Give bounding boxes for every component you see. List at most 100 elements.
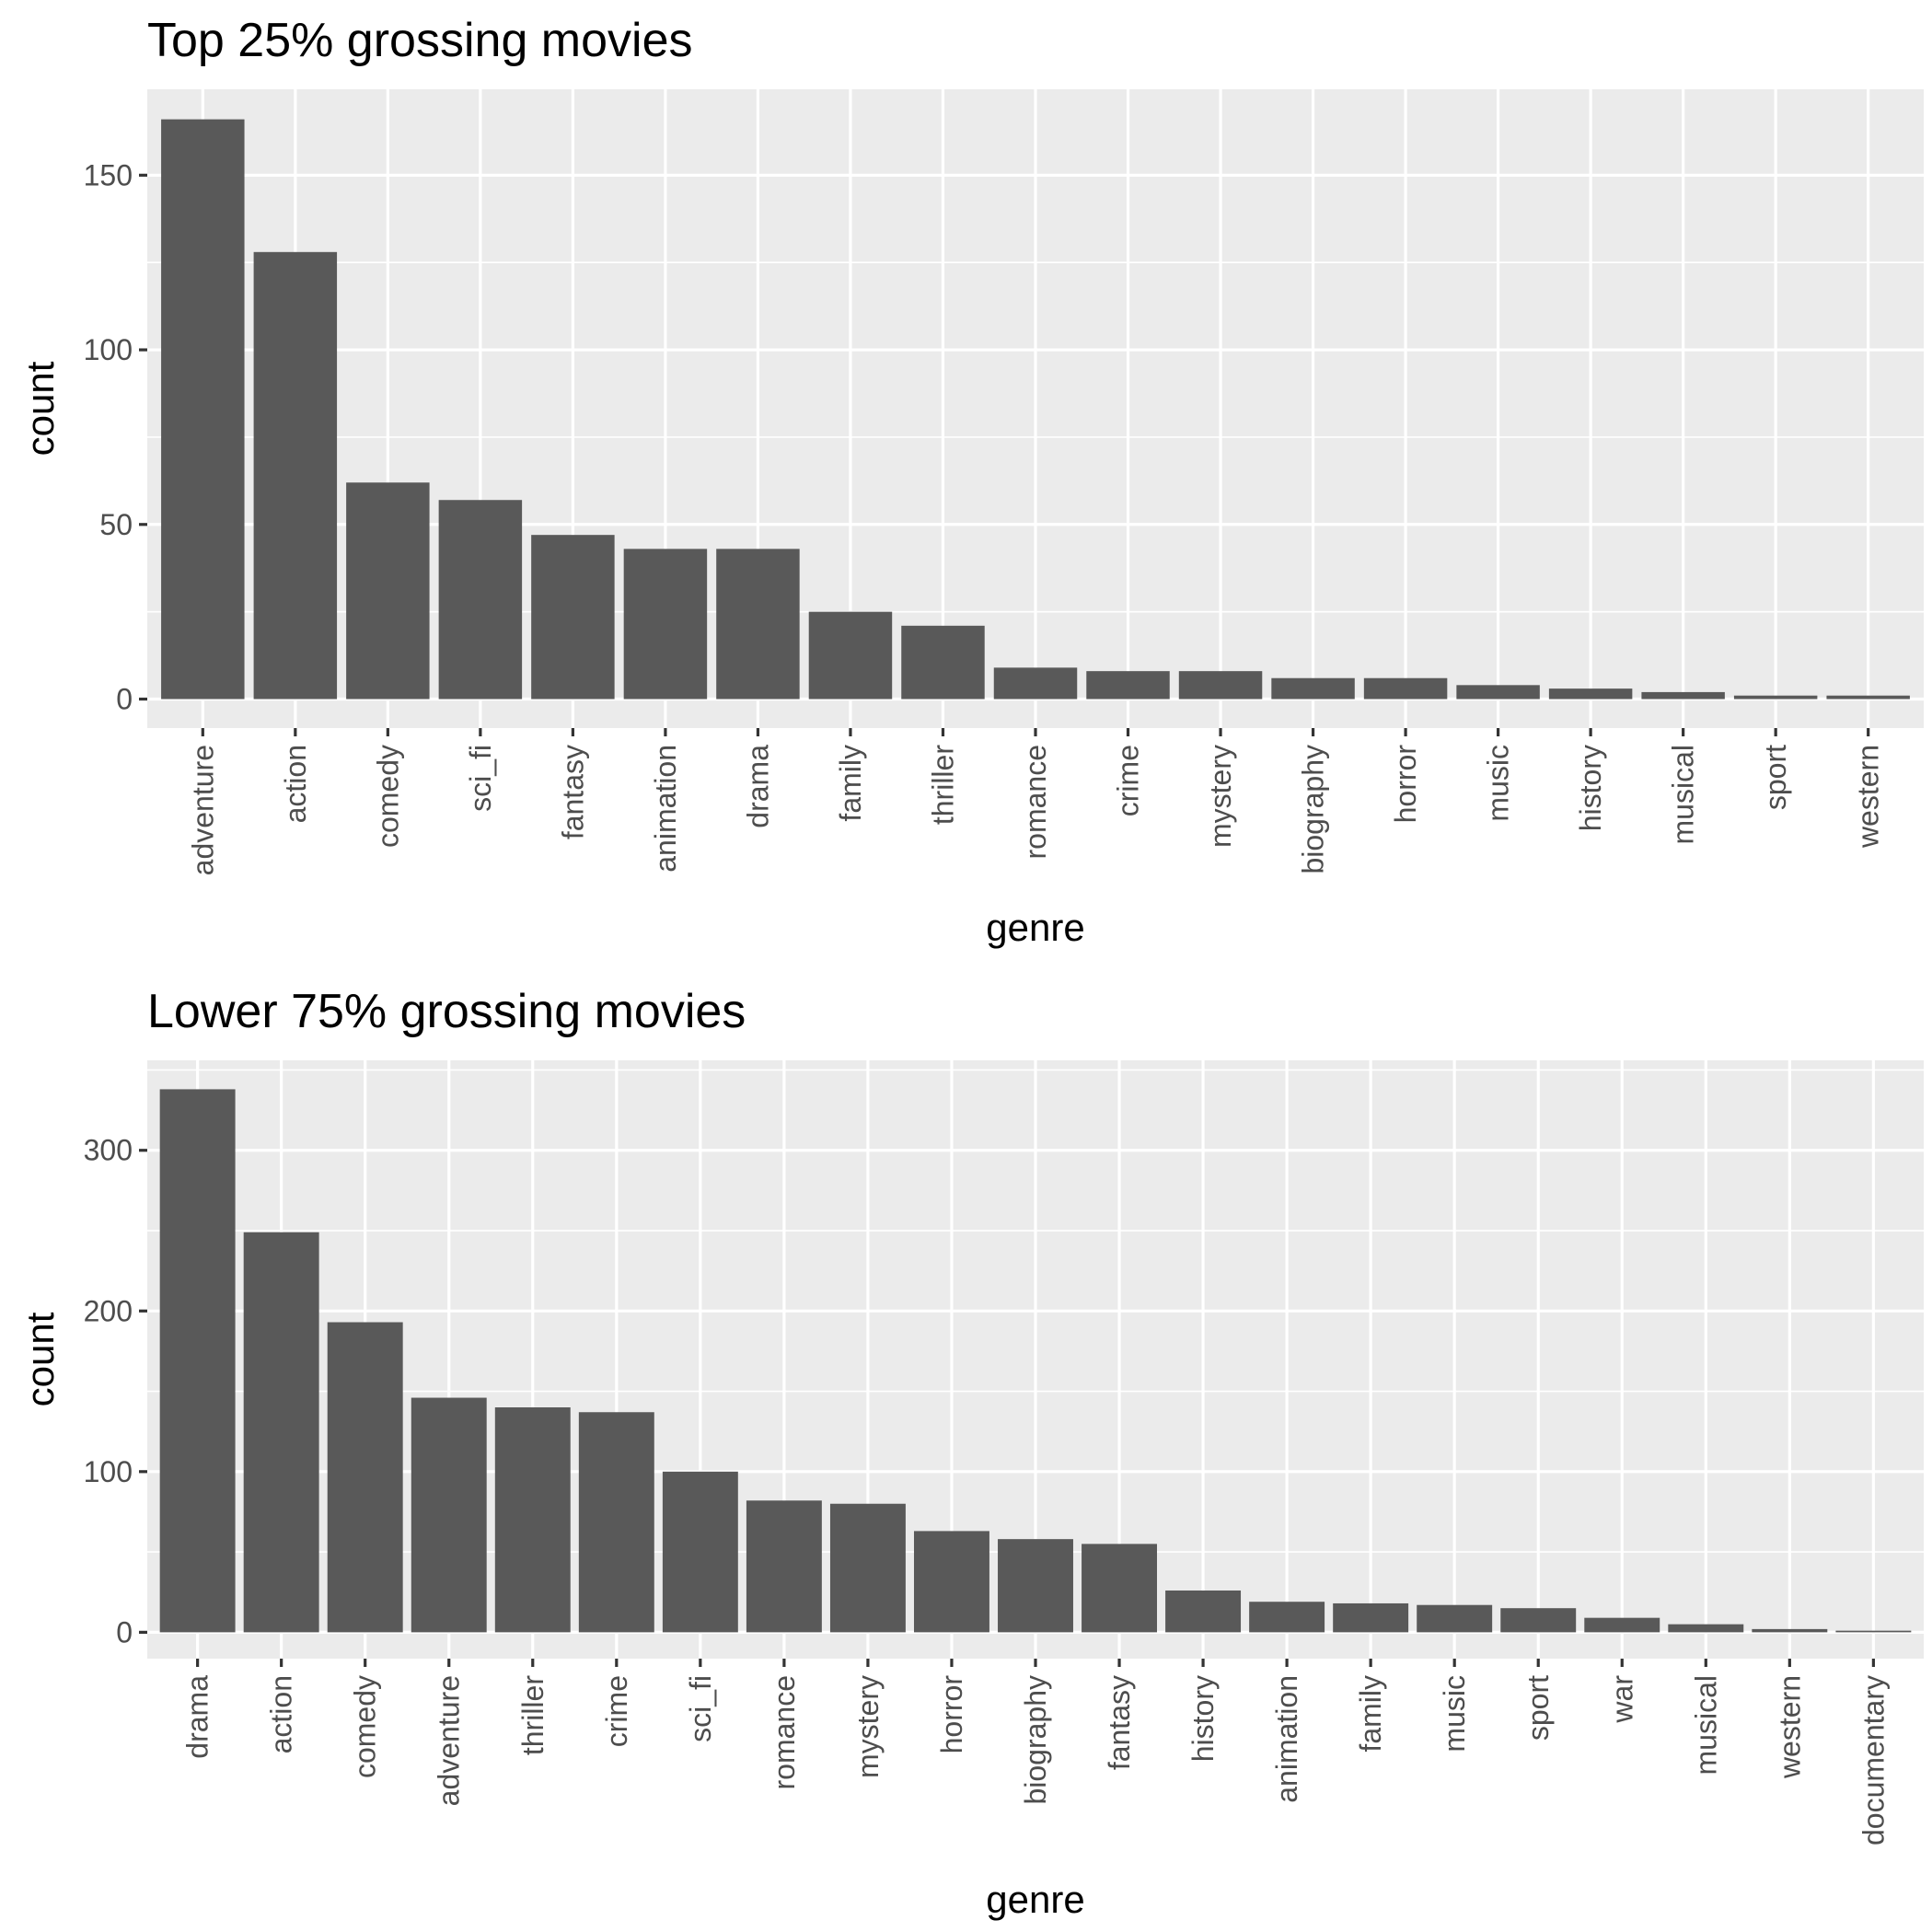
bar-sci-fi (662, 1471, 738, 1633)
x-tick-label-animation: animation (1270, 1675, 1303, 1803)
x-tick-label-mystery: mystery (1204, 745, 1237, 848)
x-tick-label-comedy: comedy (371, 745, 404, 848)
bar-history (1165, 1590, 1242, 1633)
bar-animation (623, 549, 708, 700)
x-tick-label-sport: sport (1521, 1675, 1555, 1741)
x-tick-label-musical: musical (1667, 745, 1700, 844)
bar-mystery (829, 1503, 906, 1633)
chart-title: Lower 75% grossing movies (147, 985, 746, 1038)
bar-fantasy (1082, 1544, 1158, 1633)
y-tick-label: 50 (99, 508, 133, 541)
bar-horror (913, 1531, 989, 1633)
gridlines (147, 1060, 1924, 1659)
y-axis-title: count (18, 361, 62, 456)
y-tick-label: 100 (84, 1455, 133, 1488)
x-tick-label-biography: biography (1019, 1675, 1052, 1805)
x-axis: adventure action comedy sci_fi fantasy animat… (186, 728, 1885, 875)
bar-horror (1363, 677, 1448, 700)
bar-documentary (1835, 1630, 1912, 1633)
bar-biography (1271, 677, 1355, 700)
bar-sci-fi (438, 500, 523, 700)
x-tick-label-history: history (1574, 745, 1607, 831)
bar-comedy (346, 482, 430, 700)
x-tick-label-musical: musical (1689, 1675, 1722, 1775)
x-tick-label-crime: crime (1112, 745, 1145, 816)
y-tick-label: 300 (84, 1134, 133, 1167)
x-tick-label-thriller: thriller (926, 745, 959, 825)
bar-sport (1500, 1608, 1577, 1633)
bar-western (1826, 695, 1910, 700)
bars (159, 1089, 1912, 1633)
x-tick-label-drama: drama (181, 1675, 214, 1759)
y-tick-label: 150 (84, 158, 133, 191)
bar-sport (1733, 695, 1818, 700)
bar-animation (1249, 1602, 1325, 1633)
x-tick-label-comedy: comedy (349, 1675, 382, 1778)
bar-thriller (494, 1407, 571, 1633)
bar-fantasy (531, 535, 615, 700)
x-tick-label-thriller: thriller (516, 1675, 550, 1755)
x-tick-label-western: western (1773, 1675, 1806, 1779)
bar-romance (746, 1500, 822, 1633)
x-tick-label-mystery: mystery (851, 1675, 885, 1778)
x-tick-label-action: action (265, 1675, 298, 1753)
bars (161, 119, 1910, 700)
bar-action (243, 1232, 319, 1633)
bar-music (1417, 1604, 1493, 1633)
y-tick-label: 0 (116, 1615, 133, 1649)
bar-music (1456, 685, 1540, 700)
bar-romance (993, 667, 1078, 700)
bar-comedy (327, 1322, 403, 1633)
x-tick-label-adventure: adventure (433, 1675, 466, 1806)
bar-crime (578, 1412, 654, 1633)
bar-family (1333, 1602, 1409, 1633)
bar-mystery (1178, 671, 1263, 700)
x-axis-title: genre (986, 906, 1084, 949)
bar-musical (1641, 691, 1725, 700)
bar-drama (716, 549, 800, 700)
bar-action (253, 251, 338, 700)
x-tick-label-horror: horror (1389, 745, 1422, 824)
bar-history (1548, 688, 1633, 700)
x-tick-label-sport: sport (1759, 745, 1792, 810)
bar-crime (1086, 671, 1170, 700)
x-axis: drama action comedy adventure thriller crime s… (181, 1659, 1890, 1845)
x-axis-title: genre (986, 1878, 1084, 1921)
y-axis: 0 50 100 150 (84, 158, 147, 716)
x-tick-label-western: western (1852, 745, 1885, 849)
x-tick-label-drama: drama (741, 745, 774, 828)
x-tick-label-horror: horror (935, 1675, 968, 1754)
x-tick-label-romance: romance (768, 1675, 801, 1790)
bar-musical (1668, 1624, 1744, 1633)
bar-family (808, 611, 893, 700)
y-tick-label: 0 (116, 683, 133, 716)
bar-war (1584, 1617, 1660, 1633)
x-tick-label-sci-fi: sci_fi (464, 745, 497, 812)
chart-top-grossing: Top 25% grossing movies 0 50 100 150 advent… (18, 14, 1924, 949)
x-tick-label-animation: animation (649, 745, 682, 873)
bar-biography (998, 1539, 1073, 1633)
x-tick-label-fantasy: fantasy (1103, 1675, 1136, 1770)
bar-adventure (161, 119, 245, 700)
x-tick-label-war: war (1605, 1675, 1638, 1724)
chart-lower-grossing: Lower 75% grossing movies 0 100 200 300 dra… (18, 985, 1924, 1921)
y-axis-title: count (18, 1312, 62, 1406)
bar-adventure (411, 1397, 487, 1633)
chart-title: Top 25% grossing movies (147, 14, 693, 67)
x-tick-label-music: music (1438, 1675, 1471, 1753)
x-tick-label-family: family (1354, 1675, 1387, 1753)
bar-western (1752, 1628, 1828, 1633)
y-tick-label: 100 (84, 333, 133, 366)
x-tick-label-fantasy: fantasy (556, 745, 589, 839)
x-tick-label-sci-fi: sci_fi (684, 1675, 717, 1742)
x-tick-label-action: action (279, 745, 312, 823)
y-axis: 0 100 200 300 (84, 1134, 147, 1649)
x-tick-label-history: history (1186, 1675, 1220, 1762)
x-tick-label-music: music (1482, 745, 1515, 822)
y-tick-label: 200 (84, 1294, 133, 1327)
x-tick-label-adventure: adventure (186, 745, 219, 875)
bar-thriller (901, 625, 985, 700)
x-tick-label-romance: romance (1019, 745, 1052, 860)
x-tick-label-crime: crime (600, 1675, 633, 1747)
